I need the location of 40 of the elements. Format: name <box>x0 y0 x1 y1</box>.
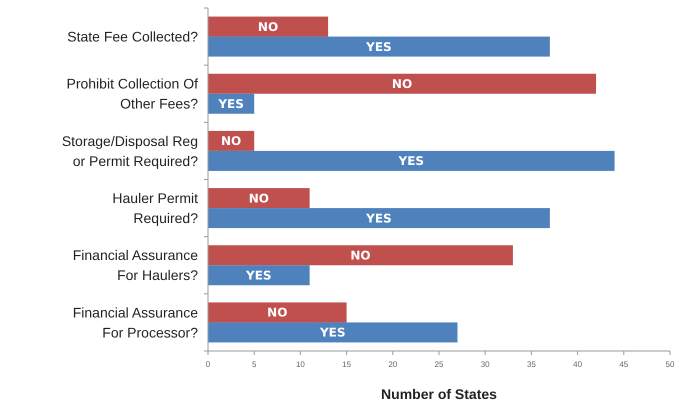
x-tick-label: 20 <box>388 360 398 369</box>
y-tick-label: Financial Assurance For Haulers? <box>72 247 198 284</box>
bar <box>208 265 310 286</box>
bar <box>208 188 310 208</box>
text: NO <box>267 306 288 320</box>
text: NO <box>248 191 269 206</box>
bar <box>208 322 458 342</box>
x-tick-label: 40 <box>573 360 583 369</box>
x-tick-label: 10 <box>296 360 306 369</box>
bar <box>208 150 615 171</box>
text: NO <box>350 248 371 262</box>
x-tick-label: 50 <box>666 360 675 369</box>
bar <box>208 208 550 228</box>
x-tick-label: 0 <box>206 360 211 369</box>
bar <box>208 16 328 37</box>
x-axis-title: Number of States <box>381 386 498 402</box>
x-tick-label: 35 <box>526 360 536 369</box>
text: NO <box>392 76 412 91</box>
text: YES <box>366 211 392 226</box>
text: YES <box>320 326 346 340</box>
bar <box>208 245 513 266</box>
y-tick-label: Storage/Disposal Reg or Permit Required? <box>62 132 198 169</box>
bar <box>208 36 550 57</box>
x-tick-label: 45 <box>619 360 629 369</box>
series-label: NO <box>220 134 242 148</box>
y-tick-label: Financial Assurance For Processor? <box>72 304 198 340</box>
y-tick-label: State Fee Collected? <box>67 28 198 44</box>
y-tick-label: Hauler Permit Required? <box>112 190 198 226</box>
text: NO <box>258 20 278 34</box>
text: YES <box>398 154 424 168</box>
x-tick-label: 30 <box>480 360 490 369</box>
x-tick-label: 15 <box>342 360 352 369</box>
y-tick-label: Prohibit Collection Of Other Fees? <box>66 76 198 112</box>
bar <box>208 302 347 322</box>
text: YES <box>218 96 244 111</box>
x-tick-label: 5 <box>252 360 257 369</box>
text: YES <box>246 268 272 282</box>
x-tick-label: 25 <box>434 360 444 369</box>
bar <box>208 74 596 94</box>
series-label: YES <box>365 40 392 54</box>
